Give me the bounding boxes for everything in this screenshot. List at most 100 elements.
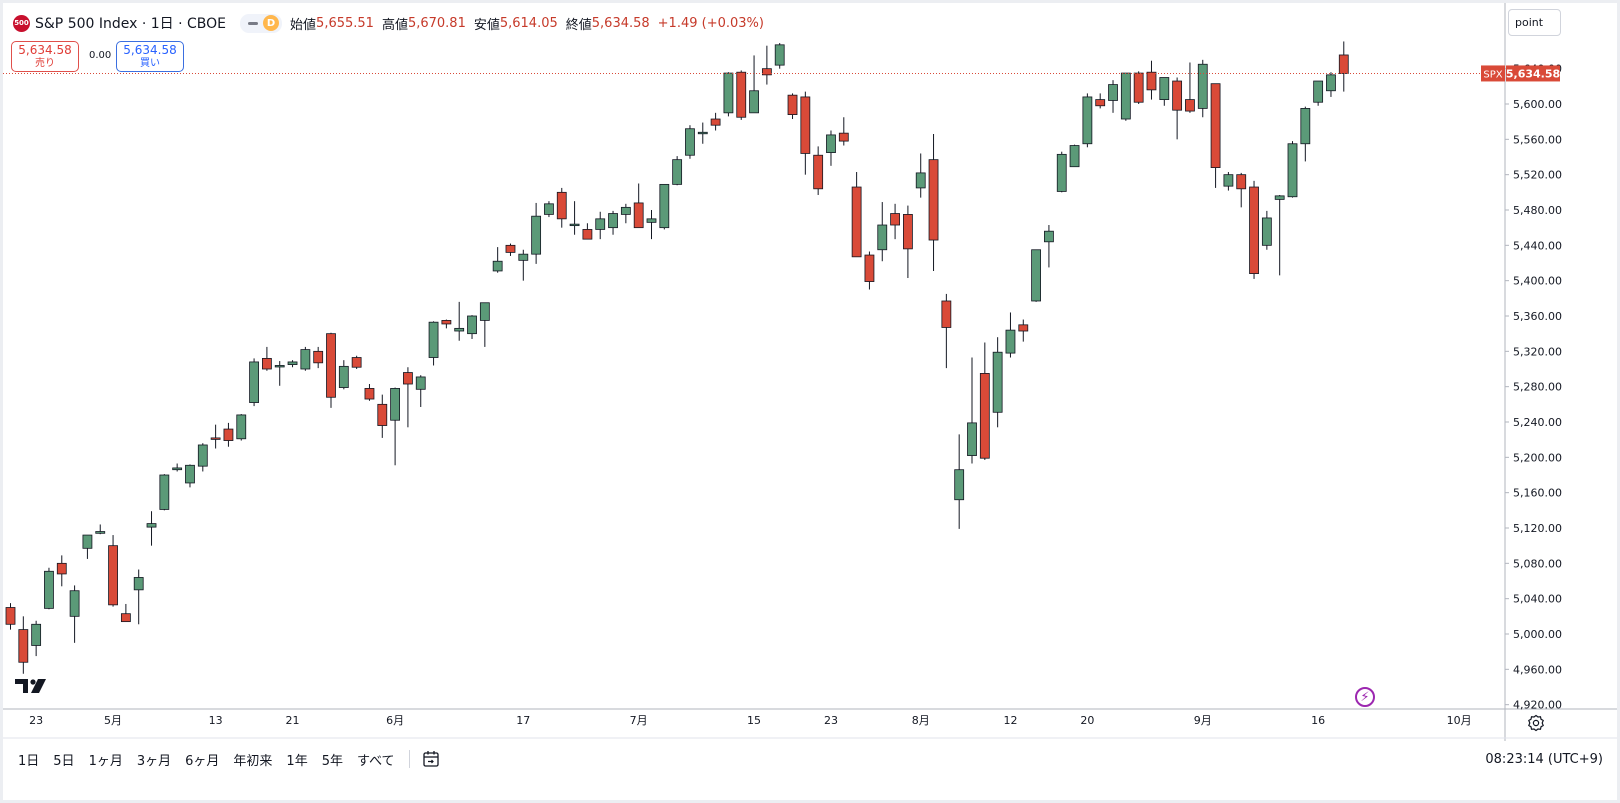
x-tick-label: 7月 [630,714,648,727]
buy-button[interactable]: 5,634.58 買い [116,41,184,72]
x-tick-label: 6月 [386,714,404,727]
range-6m[interactable]: 6ヶ月 [185,753,220,769]
candle-down [261,357,272,370]
y-tick-label: 5,200.00 [1513,451,1562,464]
y-tick-label: 5,000.00 [1513,628,1562,641]
candle-down [903,214,913,250]
candle-down [1095,99,1106,107]
unit-selector[interactable]: point [1508,9,1561,36]
candle-up [1044,230,1054,243]
range-1y[interactable]: 1年 [286,753,308,769]
lightning-icon[interactable]: ⚡ [1355,687,1375,707]
y-tick-label: 5,320.00 [1513,345,1562,358]
y-tick-label: 5,240.00 [1513,416,1562,429]
candle-up [659,183,670,229]
sell-price: 5,634.58 [18,43,72,57]
candlestick-chart[interactable]: 4,920.00 4,960.00 5,000.00 5,040.00 5,080.00… [3,3,1617,741]
candle-down [1146,71,1157,91]
candle-up [454,327,465,332]
candle-down [582,229,593,240]
candle-up [287,361,298,365]
range-3m[interactable]: 3ヶ月 [136,753,172,769]
candle-down [736,71,747,118]
candle-down [313,350,324,364]
spread-value: 0.00 [89,50,112,61]
candle-up [569,223,580,227]
candle-up [672,159,683,185]
candle-up [1031,249,1041,302]
candle-down [941,300,952,328]
candle-up [69,590,80,617]
y-tick-label: 5,520.00 [1513,169,1562,182]
candle-down [838,132,849,142]
chart-window: 4,920.00 4,960.00 5,000.00 5,040.00 5,080.00… [3,3,1617,800]
range-ytd[interactable]: 年初来 [233,753,273,769]
y-tick-label: 5,560.00 [1513,133,1562,146]
candle-up [300,349,311,370]
bottom-toolbar: 1日 5日 1ヶ月 3ヶ月 6ヶ月 年初来 1年 5年 すべて 08:23:14… [3,741,1617,777]
buy-label: 買い [140,58,160,69]
candle-up [877,224,888,251]
clock-timezone[interactable]: 08:23:14 (UTC+9) [1485,751,1603,767]
symbol-logo-icon: 500 [13,14,30,32]
candle-down [364,388,375,400]
candle-down [851,186,862,258]
x-tick-label: 23 [824,714,838,727]
range-1d[interactable]: 1日 [18,753,40,769]
candle-up [159,474,170,510]
symbol-tag-bg [1481,65,1505,82]
candle-up [723,72,734,114]
candle-up [967,422,977,456]
candle-down [5,607,16,625]
candle-down [556,191,567,220]
range-all[interactable]: すべて [356,753,395,769]
candle-down [787,94,798,115]
candle-up [749,90,759,114]
candle-up [620,206,631,215]
candle-up [1120,72,1131,120]
candle-up [1287,143,1298,198]
candle-down [108,545,118,606]
symbol-title[interactable]: S&P 500 Index · 1日 · CBOE [35,16,227,32]
candle-up [954,469,965,501]
candle-down [710,118,721,126]
candle-down [813,154,824,190]
range-5y[interactable]: 5年 [321,753,343,769]
sell-label: 売り [35,58,55,69]
symbol-tag-label: SPX [1483,69,1502,80]
last-price-tag-label: 5,634.58 [1506,67,1560,80]
candle-up [133,577,144,591]
interval-pill[interactable]: D [240,13,283,33]
x-tick-label: 20 [1080,714,1094,727]
candle-up [185,464,195,484]
candle-down [1236,174,1247,190]
candle-down [120,613,131,623]
candle-up [1313,80,1324,103]
candle-up [1082,96,1093,145]
candle-down [441,320,452,325]
candle-down [351,357,362,368]
toolbar-divider [408,750,410,768]
candle-up [338,365,349,388]
candle-down [890,213,900,226]
candle-up [992,351,1003,413]
gear-icon[interactable] [1527,714,1545,732]
y-tick-label: 5,400.00 [1513,275,1562,288]
candle-up [1069,145,1080,168]
range-5d[interactable]: 5日 [53,753,75,769]
x-tick-label: 16 [1311,714,1325,727]
candle-down [761,68,772,76]
x-tick-label: 13 [209,714,223,727]
range-1m[interactable]: 1ヶ月 [88,753,123,769]
candle-down [1172,80,1183,111]
candle-up [544,203,554,215]
candle-down [800,96,811,154]
candle-up [1159,77,1170,100]
candle-up [1005,329,1016,354]
y-tick-label: 5,040.00 [1513,593,1562,606]
tradingview-logo-icon[interactable] [15,679,47,693]
sell-button[interactable]: 5,634.58 売り [11,41,79,72]
candle-up [274,365,285,368]
buy-price: 5,634.58 [123,43,177,57]
calendar-goto-icon[interactable] [422,750,440,768]
